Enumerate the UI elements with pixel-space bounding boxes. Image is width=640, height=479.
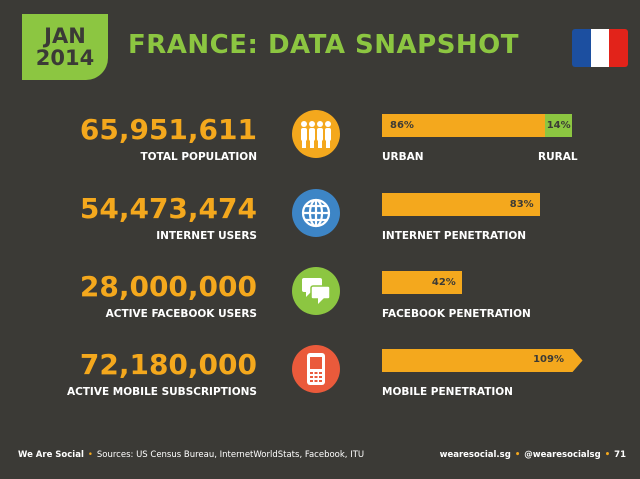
rural-label: RURAL [538, 151, 578, 163]
mobile-penetration-label: MOBILE PENETRATION [382, 386, 513, 398]
stat-row-internet: 54,473,474 INTERNET USERS 83% INTERNET P… [0, 189, 640, 262]
france-flag-icon [572, 29, 628, 67]
population-label: TOTAL POPULATION [140, 151, 257, 163]
urban-percent: 86% [390, 120, 414, 131]
footer: We Are Social • Sources: US Census Bureau,… [0, 450, 640, 470]
mobile-subscriptions-value: 72,180,000 [79, 348, 257, 381]
chat-bubbles-icon [292, 267, 340, 315]
footer-sources: Sources: US Census Bureau, InternetWorld… [96, 450, 365, 460]
urban-bar: 86% [382, 114, 546, 137]
flag-stripe-white [590, 29, 610, 67]
internet-penetration-label: INTERNET PENETRATION [382, 230, 527, 242]
footer-left: We Are Social • Sources: US Census Bureau,… [18, 450, 365, 460]
facebook-penetration-percent: 42% [431, 277, 456, 288]
date-year: 2014 [35, 46, 95, 70]
mobile-penetration-percent: 109% [533, 354, 564, 365]
flag-stripe-red [609, 29, 628, 67]
internet-users-label: INTERNET USERS [156, 230, 257, 242]
facebook-penetration-track: 42% [382, 271, 572, 294]
stat-row-facebook: 28,000,000 ACTIVE FACEBOOK USERS 42% FAC… [0, 267, 640, 340]
urban-label: URBAN [382, 151, 424, 163]
page-number: 71 [614, 450, 626, 460]
rural-bar: 14% [545, 114, 572, 137]
footer-brand: We Are Social [18, 450, 84, 460]
facebook-penetration-bar: 42% [382, 271, 462, 294]
internet-users-value: 54,473,474 [79, 192, 257, 225]
facebook-penetration-label: FACEBOOK PENETRATION [382, 308, 531, 320]
urban-rural-bar: 86% 14% [382, 114, 572, 137]
stat-row-mobile: 72,180,000 ACTIVE MOBILE SUBSCRIPTIONS 1… [0, 345, 640, 418]
internet-penetration-track: 83% [382, 193, 572, 216]
mobile-subscriptions-label: ACTIVE MOBILE SUBSCRIPTIONS [66, 386, 257, 398]
facebook-users-label: ACTIVE FACEBOOK USERS [105, 308, 257, 320]
facebook-users-value: 28,000,000 [79, 270, 257, 303]
footer-website[interactable]: wearesocial.sg [439, 450, 511, 460]
mobile-phone-icon [292, 345, 340, 393]
people-icon [292, 110, 340, 158]
globe-icon [292, 189, 340, 237]
date-month: JAN [44, 24, 86, 48]
mobile-penetration-track: 109% [382, 349, 583, 372]
mobile-penetration-bar [382, 349, 583, 372]
internet-penetration-percent: 83% [509, 199, 534, 210]
footer-handle[interactable]: @wearesocialsg [524, 450, 601, 460]
mobile-penetration-arrow [382, 349, 583, 372]
flag-stripe-blue [572, 29, 591, 67]
internet-penetration-bar: 83% [382, 193, 540, 216]
rural-percent: 14% [546, 120, 571, 131]
page-title: FRANCE: DATA SNAPSHOT [128, 30, 520, 60]
population-value: 65,951,611 [79, 113, 257, 146]
stat-row-population: 65,951,611 TOTAL POPULATION 86% 14% URBA… [0, 110, 640, 183]
date-badge: JAN 2014 [22, 14, 108, 80]
footer-right: wearesocial.sg • @wearesocialsg • 71 [439, 450, 626, 460]
